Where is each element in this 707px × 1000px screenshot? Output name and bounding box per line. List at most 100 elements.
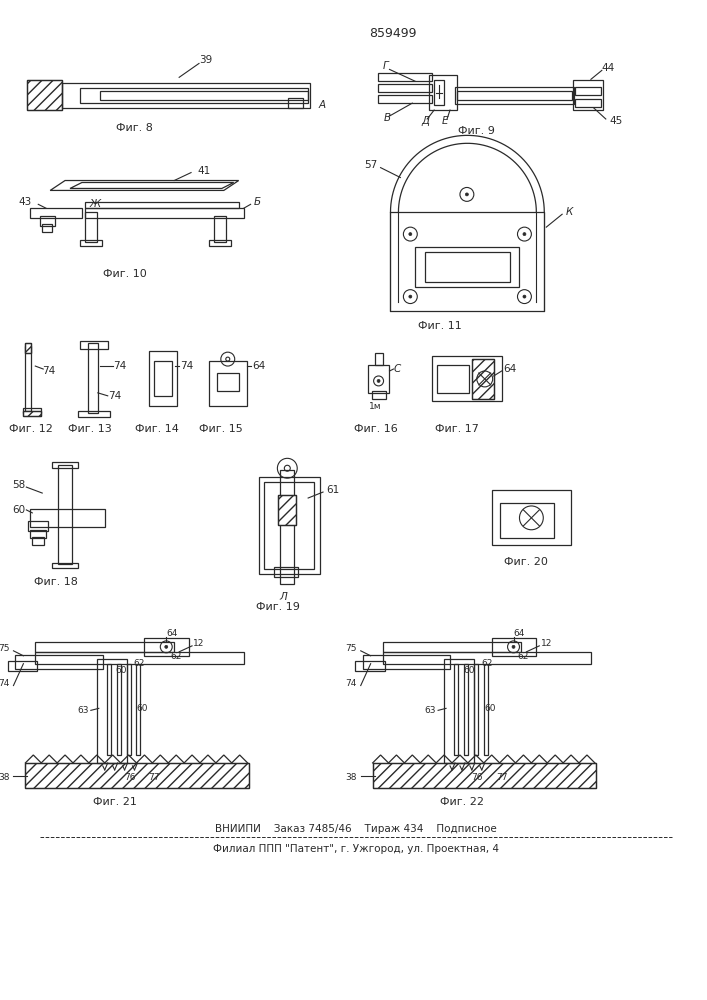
Bar xyxy=(214,216,226,242)
Text: Фиг. 11: Фиг. 11 xyxy=(419,321,462,331)
Text: 60: 60 xyxy=(463,666,474,675)
Bar xyxy=(30,509,105,527)
Text: 859499: 859499 xyxy=(369,27,416,40)
Bar xyxy=(425,252,510,282)
Text: 63: 63 xyxy=(424,706,436,715)
Bar xyxy=(281,470,294,584)
Bar xyxy=(378,95,432,103)
Bar xyxy=(279,495,296,525)
Text: 60: 60 xyxy=(484,704,496,713)
Bar xyxy=(85,208,244,218)
Text: 60: 60 xyxy=(116,666,127,675)
Bar xyxy=(415,247,520,287)
Bar xyxy=(209,240,230,246)
Text: 38: 38 xyxy=(0,773,9,782)
Bar xyxy=(575,99,601,107)
Bar xyxy=(573,80,603,110)
Bar xyxy=(25,343,31,353)
Bar xyxy=(97,659,127,763)
Text: Фиг. 20: Фиг. 20 xyxy=(505,557,549,567)
Text: Д: Д xyxy=(421,116,429,126)
Circle shape xyxy=(512,645,515,648)
Bar xyxy=(154,361,173,396)
Circle shape xyxy=(377,379,380,382)
Text: Фиг. 18: Фиг. 18 xyxy=(34,577,78,587)
Text: ВНИИПИ    Заказ 7485/46    Тираж 434    Подписное: ВНИИПИ Заказ 7485/46 Тираж 434 Подписное xyxy=(215,824,496,834)
Bar xyxy=(378,73,432,81)
Text: 75: 75 xyxy=(0,644,9,653)
Bar xyxy=(382,642,522,652)
Bar xyxy=(80,240,102,246)
Text: 64: 64 xyxy=(514,629,525,638)
Bar xyxy=(35,642,174,652)
Bar xyxy=(52,563,78,568)
Bar xyxy=(88,343,98,413)
Text: 58: 58 xyxy=(12,480,25,490)
Bar xyxy=(464,664,468,755)
Text: 62: 62 xyxy=(518,652,529,661)
Text: Г: Г xyxy=(382,61,388,71)
Bar xyxy=(23,411,41,416)
Bar xyxy=(144,638,189,656)
Text: 76: 76 xyxy=(124,773,135,782)
Bar xyxy=(30,208,82,218)
Bar xyxy=(80,88,308,103)
Text: 74: 74 xyxy=(345,679,356,688)
Bar xyxy=(30,530,46,538)
Text: 63: 63 xyxy=(77,706,88,715)
Bar xyxy=(444,659,474,763)
Bar xyxy=(35,652,244,664)
Bar xyxy=(85,202,239,208)
Bar xyxy=(484,664,488,755)
Text: Фиг. 10: Фиг. 10 xyxy=(103,269,146,279)
Text: Фиг. 13: Фиг. 13 xyxy=(68,424,112,434)
Text: Б: Б xyxy=(254,197,261,207)
Text: 60: 60 xyxy=(12,505,25,515)
Bar xyxy=(52,462,78,468)
Text: 64: 64 xyxy=(252,361,265,371)
Text: 76: 76 xyxy=(471,773,483,782)
Bar xyxy=(149,351,177,406)
Bar xyxy=(288,98,303,108)
Text: Фиг. 15: Фиг. 15 xyxy=(199,424,243,434)
Bar xyxy=(474,664,478,755)
Bar xyxy=(434,80,444,105)
Text: Е: Е xyxy=(442,116,448,126)
Bar xyxy=(33,537,45,545)
Text: 44: 44 xyxy=(601,63,614,73)
Bar xyxy=(78,411,110,417)
Bar xyxy=(25,346,31,411)
Text: 62: 62 xyxy=(170,652,182,661)
Bar xyxy=(375,353,382,365)
Text: С: С xyxy=(394,364,401,374)
Bar xyxy=(368,365,390,393)
Bar xyxy=(457,91,572,100)
Circle shape xyxy=(523,233,526,236)
Bar xyxy=(363,655,450,669)
Bar xyxy=(62,83,310,108)
Text: 41: 41 xyxy=(197,166,211,176)
Bar xyxy=(85,212,97,242)
Text: 75: 75 xyxy=(345,644,356,653)
Circle shape xyxy=(523,295,526,298)
Bar xyxy=(372,391,385,399)
Text: 64: 64 xyxy=(503,364,516,374)
Bar xyxy=(455,87,574,104)
Text: Фиг. 8: Фиг. 8 xyxy=(116,123,153,133)
Bar xyxy=(491,490,571,545)
Text: 64: 64 xyxy=(167,629,178,638)
Bar xyxy=(107,664,111,755)
Text: 74: 74 xyxy=(108,391,122,401)
Text: 62: 62 xyxy=(481,659,492,668)
Bar xyxy=(264,482,314,569)
Bar xyxy=(390,212,544,311)
Text: Фиг. 14: Фиг. 14 xyxy=(135,424,180,434)
Bar xyxy=(58,465,72,564)
Bar xyxy=(100,91,308,100)
Text: 57: 57 xyxy=(364,160,378,170)
Text: К: К xyxy=(566,207,573,217)
Bar xyxy=(28,521,48,531)
Bar xyxy=(437,365,469,393)
Text: 74: 74 xyxy=(42,366,56,376)
Text: Фиг. 21: Фиг. 21 xyxy=(93,797,136,807)
